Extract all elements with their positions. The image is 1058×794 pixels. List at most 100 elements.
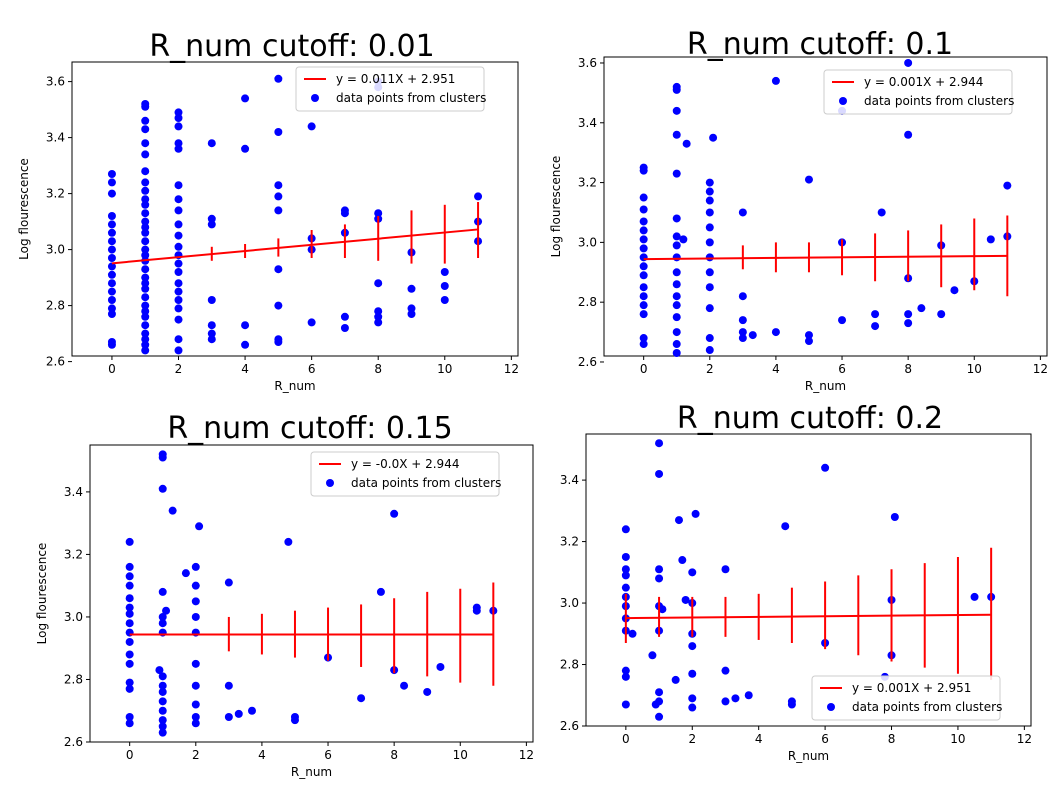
x-tick-label: 6 bbox=[821, 732, 829, 746]
data-point bbox=[125, 684, 134, 693]
x-axis-label: R_num bbox=[274, 379, 315, 393]
legend-points-label: data points from clusters bbox=[336, 91, 486, 105]
data-point bbox=[107, 262, 116, 271]
data-point bbox=[141, 346, 150, 355]
data-point bbox=[871, 310, 880, 319]
x-tick-label: 10 bbox=[453, 748, 468, 762]
data-point bbox=[274, 74, 283, 83]
y-tick-label: 3.2 bbox=[578, 176, 597, 190]
data-point bbox=[871, 322, 880, 331]
axes-frame bbox=[603, 56, 1048, 357]
data-point bbox=[679, 235, 688, 244]
data-point bbox=[621, 700, 630, 709]
data-point bbox=[628, 629, 637, 638]
x-tick-label: 12 bbox=[1033, 362, 1048, 376]
y-tick-label: 3.0 bbox=[578, 235, 597, 249]
fit-line bbox=[111, 228, 479, 265]
data-point bbox=[274, 192, 283, 201]
y-tick-label: 3.0 bbox=[64, 610, 83, 624]
data-point bbox=[672, 169, 681, 178]
legend-points-swatch bbox=[839, 97, 847, 105]
data-point bbox=[838, 316, 847, 325]
y-tick-label: 2.6 bbox=[64, 735, 83, 749]
data-point bbox=[691, 509, 700, 518]
data-point bbox=[174, 114, 183, 122]
data-point bbox=[141, 307, 150, 316]
legend: y = 0.001X + 2.944 data points from clust… bbox=[823, 69, 1014, 115]
data-point bbox=[672, 253, 681, 262]
chart-panel-1: R_num cutoff: 0.01 0 2 4 6 8 10 12 2.6 2.8 3.0 3.2 3… bbox=[17, 29, 519, 393]
data-point bbox=[904, 58, 913, 67]
data-point bbox=[655, 697, 664, 706]
data-point bbox=[234, 709, 243, 718]
data-point bbox=[181, 569, 190, 578]
data-point bbox=[877, 208, 886, 217]
data-point bbox=[639, 271, 648, 280]
y-axis-label: Log flourescence bbox=[549, 156, 563, 258]
data-point bbox=[648, 651, 657, 660]
data-point bbox=[804, 331, 813, 340]
data-point bbox=[174, 242, 183, 251]
data-point bbox=[207, 321, 216, 330]
data-point bbox=[672, 130, 681, 139]
data-point bbox=[141, 186, 150, 195]
data-point bbox=[950, 286, 959, 295]
data-point bbox=[195, 522, 204, 531]
data-point bbox=[224, 578, 233, 587]
chart-title: R_num cutoff: 0.1 bbox=[687, 27, 953, 62]
x-tick-label: 10 bbox=[950, 732, 965, 746]
data-point bbox=[705, 268, 714, 277]
x-tick-label: 2 bbox=[706, 362, 714, 376]
x-tick-label: 8 bbox=[390, 748, 398, 762]
data-point bbox=[155, 666, 164, 675]
data-point bbox=[125, 537, 134, 546]
fit-line bbox=[643, 254, 1008, 261]
data-point bbox=[174, 206, 183, 215]
y-tick-label: 3.4 bbox=[46, 131, 65, 145]
y-tick-label: 3.2 bbox=[64, 547, 83, 561]
data-point bbox=[274, 206, 283, 215]
x-tick-label: 0 bbox=[640, 362, 648, 376]
data-point bbox=[191, 581, 200, 590]
data-point bbox=[107, 279, 116, 288]
data-point bbox=[738, 334, 747, 343]
data-point bbox=[141, 228, 150, 237]
x-tick-label: 12 bbox=[504, 362, 519, 376]
data-point bbox=[241, 94, 250, 103]
data-point bbox=[705, 334, 714, 343]
data-point bbox=[672, 301, 681, 310]
data-point bbox=[986, 235, 995, 244]
data-point bbox=[787, 697, 796, 706]
y-tick-label: 3.4 bbox=[578, 116, 597, 130]
data-point bbox=[374, 318, 383, 327]
data-point bbox=[158, 484, 167, 493]
data-point bbox=[191, 612, 200, 621]
data-point bbox=[141, 245, 150, 254]
data-point bbox=[174, 259, 183, 268]
x-axis-label: R_num bbox=[788, 749, 829, 763]
legend: y = -0.0X + 2.944 data points from cluste… bbox=[310, 451, 501, 497]
data-point bbox=[141, 279, 150, 288]
legend-box bbox=[823, 69, 1013, 115]
data-point bbox=[721, 666, 730, 675]
data-point bbox=[224, 712, 233, 721]
data-point bbox=[158, 672, 167, 681]
data-point bbox=[407, 304, 416, 313]
data-point bbox=[639, 205, 648, 214]
data-point bbox=[174, 220, 183, 229]
data-point bbox=[247, 706, 256, 715]
x-tick-label: 4 bbox=[258, 748, 266, 762]
data-point bbox=[709, 133, 718, 142]
data-point bbox=[639, 193, 648, 202]
legend-fit-label: y = 0.001X + 2.944 bbox=[864, 75, 983, 89]
y-tick-label: 3.4 bbox=[560, 473, 579, 487]
data-point bbox=[141, 178, 150, 187]
y-tick-label: 2.8 bbox=[578, 295, 597, 309]
data-point bbox=[904, 310, 913, 319]
data-point bbox=[207, 329, 216, 338]
data-point bbox=[158, 612, 167, 621]
data-point bbox=[440, 282, 449, 290]
data-point bbox=[374, 307, 383, 316]
data-point bbox=[107, 212, 116, 220]
chart-panel-4: R_num cutoff: 0.2 0 2 4 6 8 10 12 2.6 2.8 3.0 3.2 3.… bbox=[560, 401, 1032, 763]
